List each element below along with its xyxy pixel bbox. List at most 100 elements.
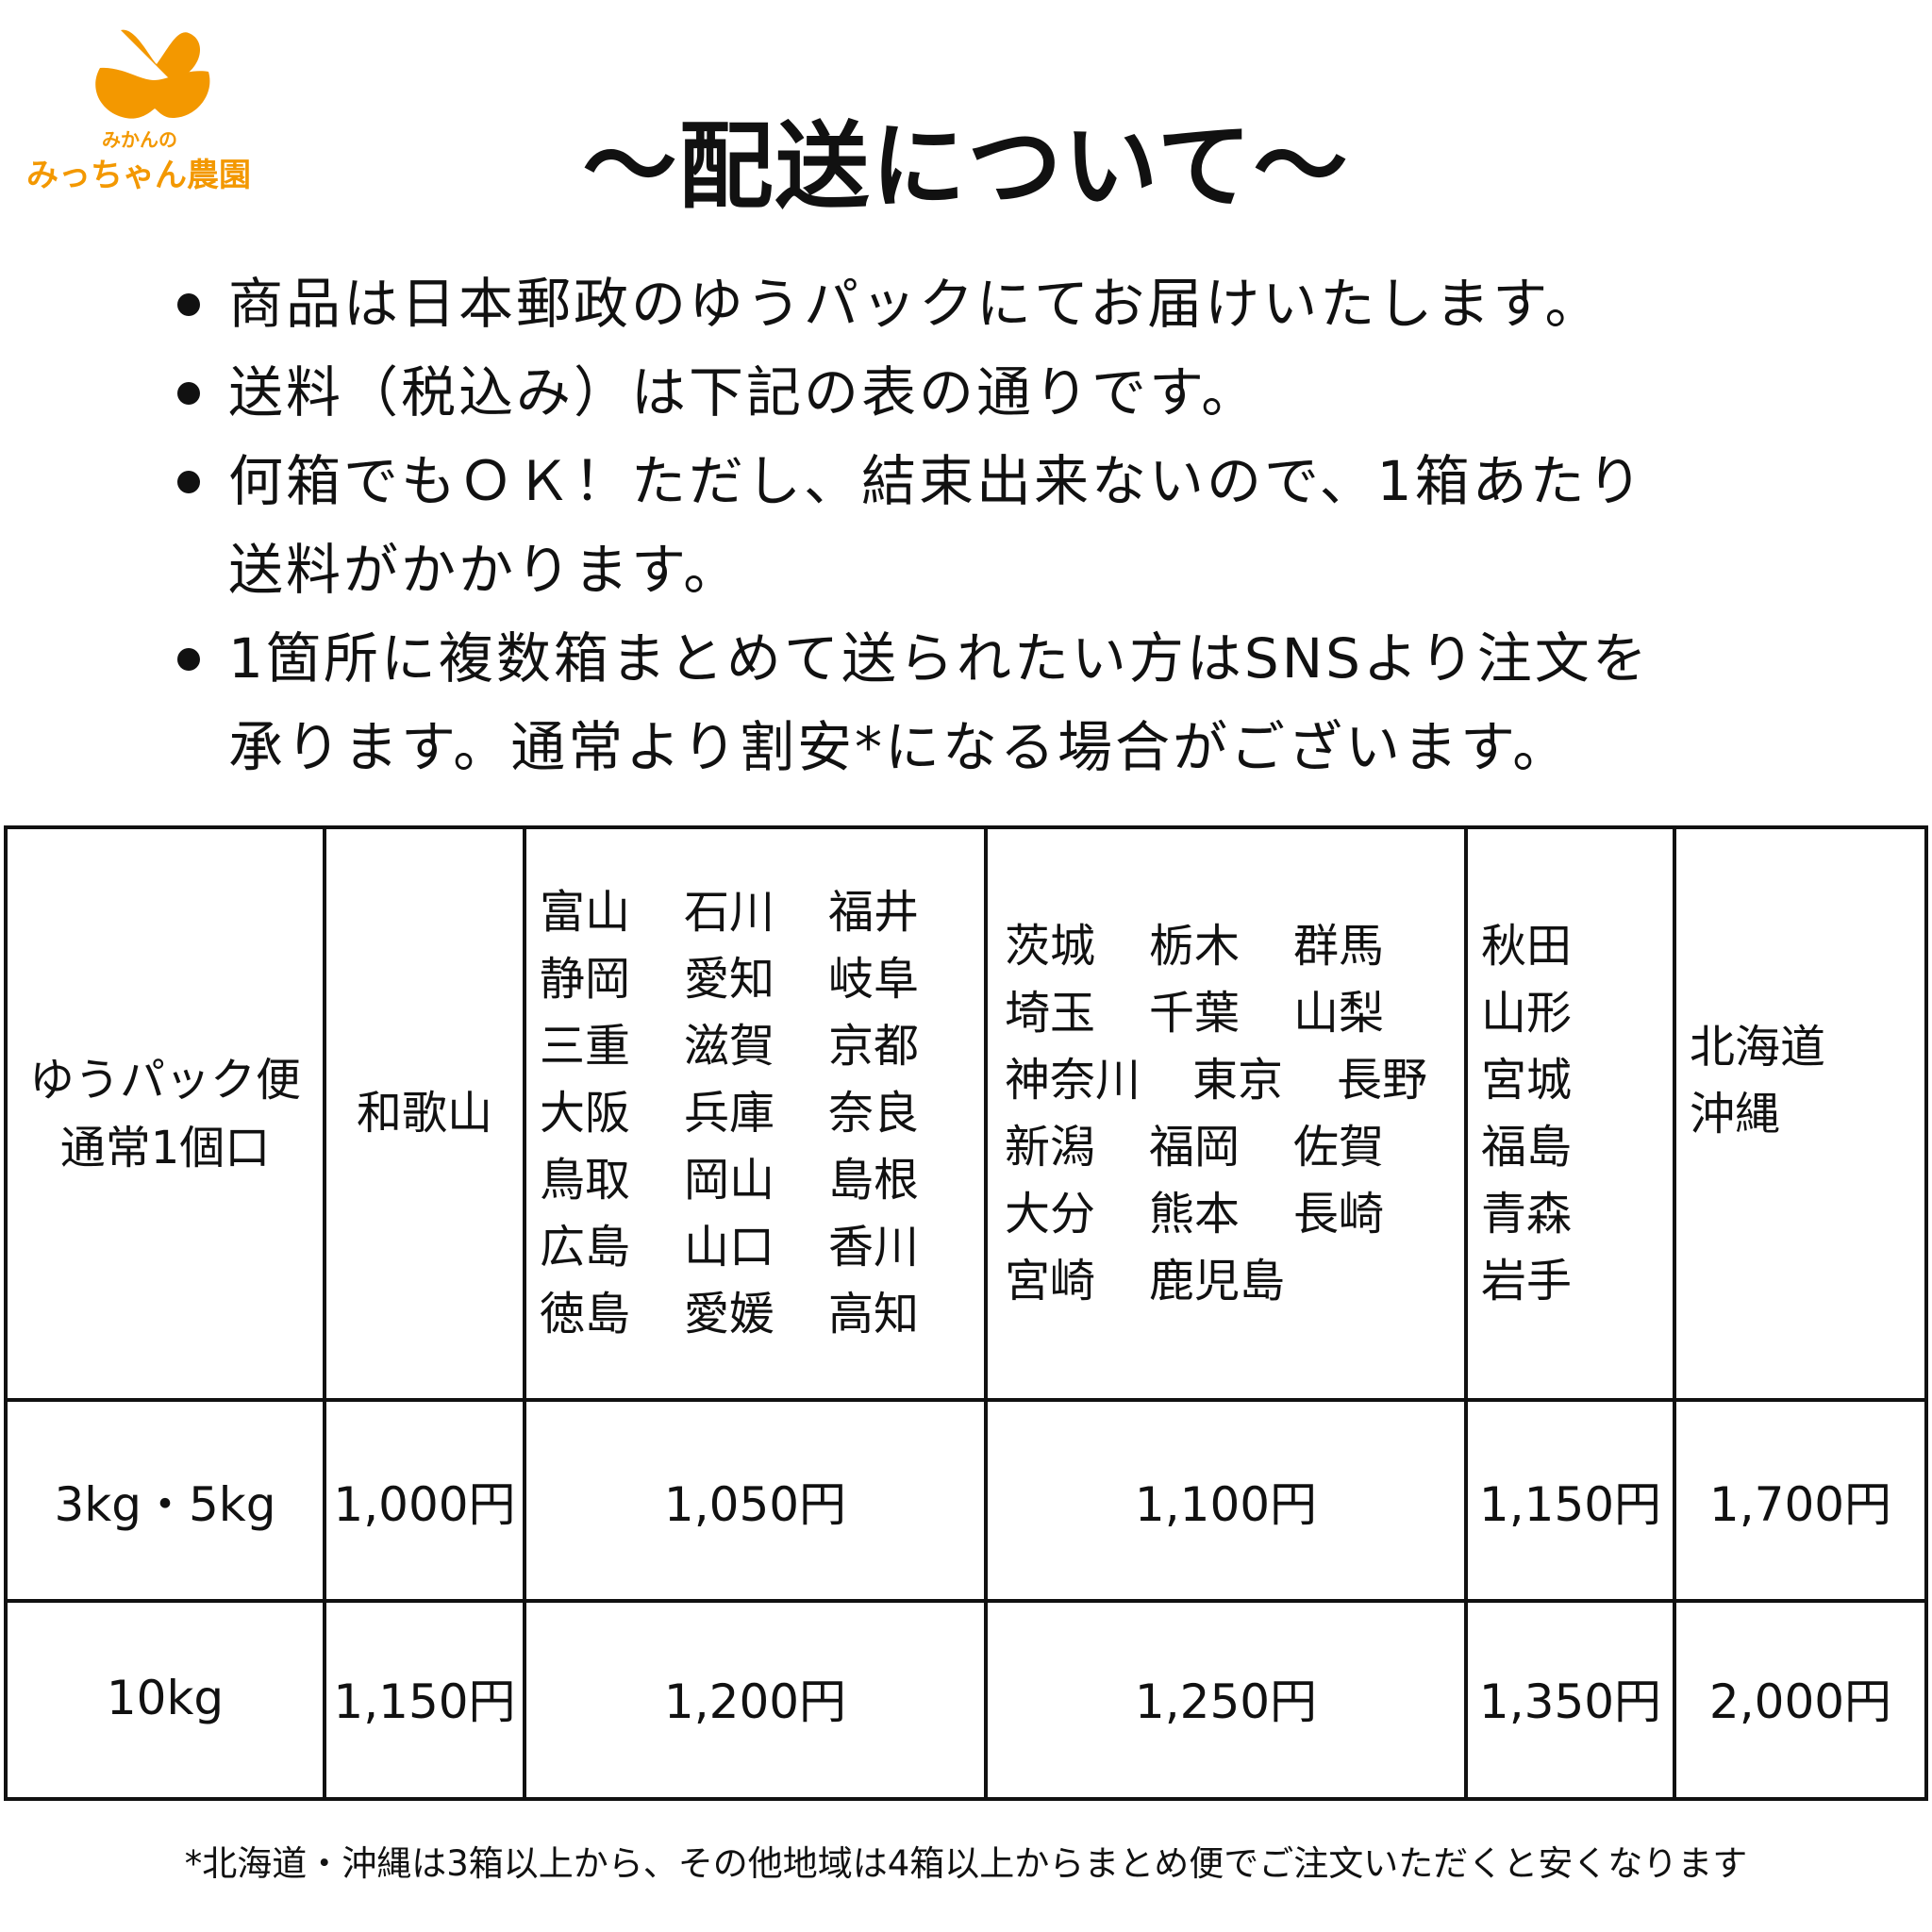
row-divider [8,1398,1924,1402]
region-line: 宮城 [1481,1047,1574,1114]
logo: みかんの みっちゃん農園 [26,26,251,206]
column-divider [323,829,326,1797]
price-cell: 1,200円 [526,1603,984,1793]
region-line: 埼玉 千葉 山梨 [1005,980,1429,1047]
region-line: 青森 [1481,1181,1574,1248]
weight-label: 3kg・5kg [8,1402,323,1599]
prefecture-name: 山形 [1481,986,1573,1040]
region-list: 富山 石川 福井 静岡 愛知 岐阜 三重 滋賀 京都 大阪 兵庫 奈良 鳥取 岡山 島根 広島 山口 香川 徳島 愛媛… [540,879,921,1348]
prefecture-name: 沖縄 [1690,1087,1781,1141]
prefecture-name: 山梨 [1293,986,1385,1040]
prefecture-name: 和歌山 [356,1087,492,1140]
row-divider [8,1599,1924,1603]
bullet-text-line: 何箱でもＯＫ！ただし、結束出来ないので、1箱あたり [228,449,1645,513]
prefecture-name: 岡山 [684,1154,775,1207]
prefecture-name: 大阪 [540,1087,631,1140]
price-value: 1,200円 [663,1674,847,1729]
prefecture-name: 佐賀 [1293,1120,1385,1174]
region-line: 鳥取 岡山 島根 [540,1147,921,1214]
header-label-line: ゆうパック便 [28,1053,301,1107]
header-label-text: ゆうパック便 通常1個口 [29,1046,301,1182]
region-line: 岩手 [1481,1248,1574,1315]
prefecture-name: 宮崎 [1005,1254,1096,1307]
region-header-1: 和歌山 [326,829,523,1398]
bullet-item: 商品は日本郵政のゆうパックにてお届けいたします。 [170,259,1887,348]
prefecture-name: 石川 [684,886,775,939]
prefecture-name: 新潟 [1005,1120,1096,1174]
price-cell: 1,100円 [988,1402,1464,1599]
header-label-line: 通常1個口 [59,1121,271,1174]
price-cell: 1,000円 [326,1402,523,1599]
region-line: 沖縄 [1690,1081,1825,1148]
region-line: 大分 熊本 長崎 [1005,1181,1429,1248]
price-cell: 1,150円 [1468,1402,1673,1599]
bullet-list: 商品は日本郵政のゆうパックにてお届けいたします。 送料（税込み）は下記の表の通りで… [170,259,1887,791]
price-cell: 1,050円 [526,1402,984,1599]
prefecture-name: 高知 [828,1288,920,1341]
weight-label-text: 10kg [106,1671,225,1725]
region-line: 北海道 [1690,1014,1825,1081]
footnote: *北海道・沖縄は3箱以上から、その他地域は4箱以上からまとめ便でご注文いただくと… [184,1843,1748,1884]
bullet-text-line: 商品は日本郵政のゆうパックにてお届けいたします。 [228,272,1603,336]
prefecture-name: 北海道 [1690,1020,1826,1074]
region-header-3: 茨城 栃木 群馬 埼玉 千葉 山梨 神奈川 東京 長野 新潟 福岡 佐賀 大分 熊本 長崎 宮崎 鹿児島 [988,829,1464,1398]
bullet-text-line: 送料（税込み）は下記の表の通りです。 [228,360,1259,425]
bullet-text-line: 送料がかかります。 [228,538,741,602]
prefecture-name: 青森 [1481,1187,1573,1241]
region-line: 秋田 [1481,913,1574,980]
bullet-item: 1箇所に複数箱まとめて送られたい方はSNSより注文を 承ります。通常より割安*にな… [170,614,1887,791]
prefecture-name: 宮城 [1481,1053,1573,1107]
weight-label: 10kg [8,1603,323,1793]
region-line: 静岡 愛知 岐阜 [540,946,921,1013]
prefecture-name: 長野 [1337,1053,1428,1107]
prefecture-name: 福岡 [1149,1120,1241,1174]
prefecture-name: 熊本 [1149,1187,1241,1241]
price-value: 2,000円 [1708,1674,1892,1729]
price-value: 1,150円 [1478,1476,1662,1532]
price-cell: 1,350円 [1468,1603,1673,1793]
prefecture-name: 栃木 [1149,919,1241,973]
region-list: 和歌山 [357,1080,492,1147]
prefecture-name: 広島 [540,1221,631,1274]
prefecture-name: 島根 [828,1154,920,1207]
region-line: 新潟 福岡 佐賀 [1005,1114,1429,1181]
column-divider [1673,829,1676,1797]
price-value: 1,000円 [333,1476,516,1532]
region-line: 広島 山口 香川 [540,1214,921,1281]
price-cell: 2,000円 [1676,1603,1924,1793]
prefecture-name: 愛知 [684,953,775,1006]
prefecture-name: 兵庫 [684,1087,775,1140]
prefecture-name: 富山 [540,886,631,939]
bullet-dot-icon [177,293,200,316]
region-line: 福島 [1481,1114,1574,1181]
shipping-table: ゆうパック便 通常1個口 和歌山 富山 石川 福井 静岡 愛知 岐阜 三重 滋賀 京都 大阪 兵庫 奈良 鳥取… [4,825,1928,1801]
price-value: 1,050円 [663,1476,847,1532]
weight-label-text: 3kg・5kg [54,1476,276,1532]
column-divider [1464,829,1468,1797]
prefecture-name: 鳥取 [540,1154,631,1207]
logo-text: みっちゃん農園 [26,157,251,194]
prefecture-name: 長崎 [1293,1187,1385,1241]
prefecture-name: 岩手 [1481,1254,1573,1307]
prefecture-name: 香川 [828,1221,920,1274]
bullet-dot-icon [177,382,200,405]
region-line: 富山 石川 福井 [540,879,921,946]
prefecture-name: 愛媛 [684,1288,775,1341]
header-service-label: ゆうパック便 通常1個口 [8,829,323,1398]
prefecture-name: 福島 [1481,1120,1573,1174]
mikan-flower-icon [95,29,210,119]
bullet-item: 送料（税込み）は下記の表の通りです。 [170,348,1887,437]
column-divider [523,829,526,1797]
bullet-text-line: 1箇所に複数箱まとめて送られたい方はSNSより注文を [228,626,1650,691]
prefecture-name: 山口 [684,1221,775,1274]
region-line: 宮崎 鹿児島 [1005,1248,1429,1315]
prefecture-name: 岐阜 [828,953,920,1006]
prefecture-name: 大分 [1005,1187,1096,1241]
prefecture-name: 静岡 [540,953,631,1006]
prefecture-name: 東京 [1192,1053,1284,1107]
prefecture-name: 秋田 [1481,919,1573,973]
region-list: 北海道 沖縄 [1690,1014,1825,1148]
prefecture-name: 滋賀 [684,1020,775,1073]
region-line: 徳島 愛媛 高知 [540,1281,921,1348]
prefecture-name: 奈良 [828,1087,920,1140]
